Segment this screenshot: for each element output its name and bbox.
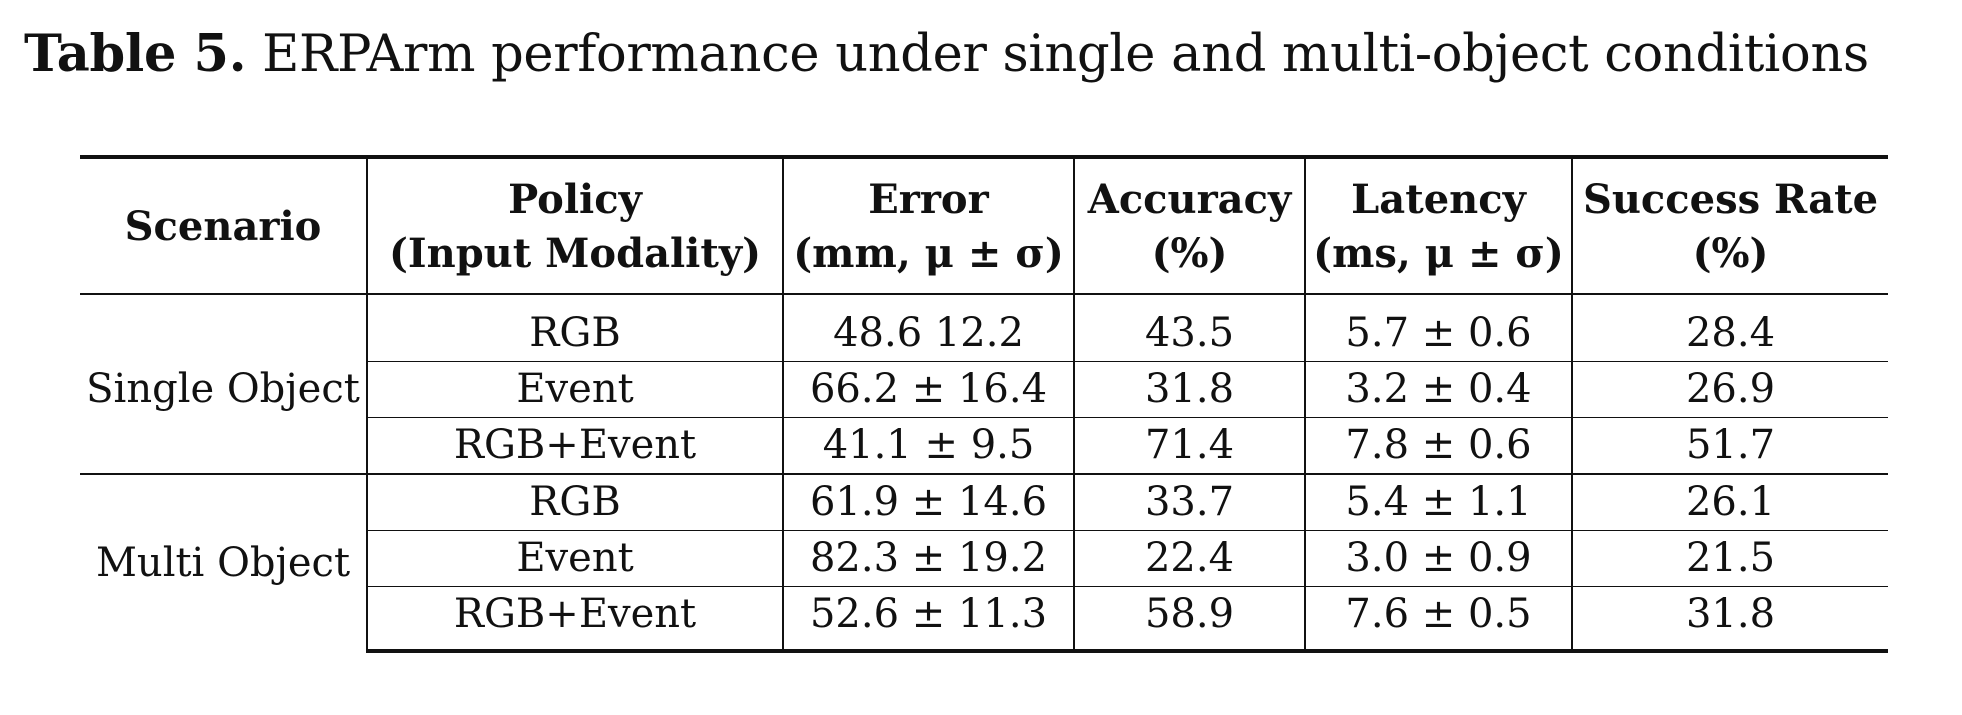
table-row: Multi Object RGB 61.9 ± 14.6 33.7 5.4 ± … (80, 473, 1888, 651)
header-success-rate: Success Rate (%) (1571, 155, 1888, 295)
error-cell: 52.6 ± 11.3 (782, 586, 1074, 653)
error-cell: 66.2 ± 16.4 (782, 361, 1074, 418)
header-policy-line1: Policy (508, 176, 642, 223)
header-latency-line2: (ms, μ ± σ) (1313, 230, 1564, 277)
policy-cell: Event (366, 361, 783, 418)
error-cell: 61.9 ± 14.6 (782, 473, 1074, 531)
header-accuracy: Accuracy (%) (1073, 155, 1305, 295)
policy-cell: RGB+Event (366, 586, 783, 653)
scenario-cell: Single Object (86, 366, 360, 412)
error-cell: 82.3 ± 19.2 (782, 530, 1074, 587)
header-success-line1: Success Rate (1582, 176, 1879, 223)
caption-text: ERPArm performance under single and mult… (262, 25, 1869, 84)
table-row: Event 82.3 ± 19.2 22.4 3.0 ± 0.9 21.5 (80, 530, 1888, 587)
table-row: RGB+Event 41.1 ± 9.5 71.4 7.8 ± 0.6 51.7 (80, 417, 1888, 474)
latency-cell: 3.2 ± 0.4 (1304, 361, 1572, 418)
header-scenario: Scenario (80, 155, 367, 295)
table-row: Single Object RGB 48.6 12.2 43.5 5.7 ± 0… (80, 294, 1888, 412)
header-latency-line1: Latency (1351, 176, 1526, 223)
header-policy: Policy (Input Modality) (366, 155, 783, 295)
latency-cell: 7.8 ± 0.6 (1304, 417, 1572, 474)
header-scenario-line1: Scenario (124, 203, 322, 250)
success-cell: 26.1 (1571, 473, 1888, 531)
header-error-line2: (mm, μ ± σ) (793, 230, 1064, 277)
policy-cell: RGB (366, 473, 783, 531)
table-row: Event 66.2 ± 16.4 31.8 3.2 ± 0.4 26.9 (80, 361, 1888, 418)
success-cell: 51.7 (1571, 417, 1888, 474)
header-row: Scenario Policy (Input Modality) Error (… (80, 155, 1888, 295)
header-accuracy-line2: (%) (1151, 230, 1228, 277)
results-table-container: Scenario Policy (Input Modality) Error (… (80, 155, 1888, 653)
latency-cell: 7.6 ± 0.5 (1304, 586, 1572, 653)
success-cell: 21.5 (1571, 530, 1888, 587)
latency-cell: 5.7 ± 0.6 (1304, 294, 1572, 362)
accuracy-cell: 22.4 (1073, 530, 1305, 587)
header-error-line1: Error (868, 176, 989, 223)
caption-label: Table 5. (24, 24, 247, 84)
header-success-line2: (%) (1692, 230, 1769, 277)
accuracy-cell: 43.5 (1073, 294, 1305, 362)
success-cell: 26.9 (1571, 361, 1888, 418)
latency-cell: 5.4 ± 1.1 (1304, 473, 1572, 531)
success-cell: 28.4 (1571, 294, 1888, 362)
error-cell: 41.1 ± 9.5 (782, 417, 1074, 474)
success-cell: 31.8 (1571, 586, 1888, 653)
accuracy-cell: 58.9 (1073, 586, 1305, 653)
policy-cell: RGB+Event (366, 417, 783, 474)
table-row: RGB+Event 52.6 ± 11.3 58.9 7.6 ± 0.5 31.… (80, 586, 1888, 653)
header-accuracy-line1: Accuracy (1087, 176, 1292, 223)
accuracy-cell: 71.4 (1073, 417, 1305, 474)
results-table: Scenario Policy (Input Modality) Error (… (80, 155, 1888, 653)
header-error: Error (mm, μ ± σ) (782, 155, 1074, 295)
error-cell: 48.6 12.2 (782, 294, 1074, 362)
table-caption: Table 5. ERPArm performance under single… (24, 22, 1954, 87)
header-latency: Latency (ms, μ ± σ) (1304, 155, 1572, 295)
accuracy-cell: 33.7 (1073, 473, 1305, 531)
policy-cell: RGB (366, 294, 783, 362)
latency-cell: 3.0 ± 0.9 (1304, 530, 1572, 587)
scenario-cell: Multi Object (80, 473, 367, 651)
accuracy-cell: 31.8 (1073, 361, 1305, 418)
policy-cell: Event (366, 530, 783, 587)
header-policy-line2: (Input Modality) (388, 230, 762, 277)
